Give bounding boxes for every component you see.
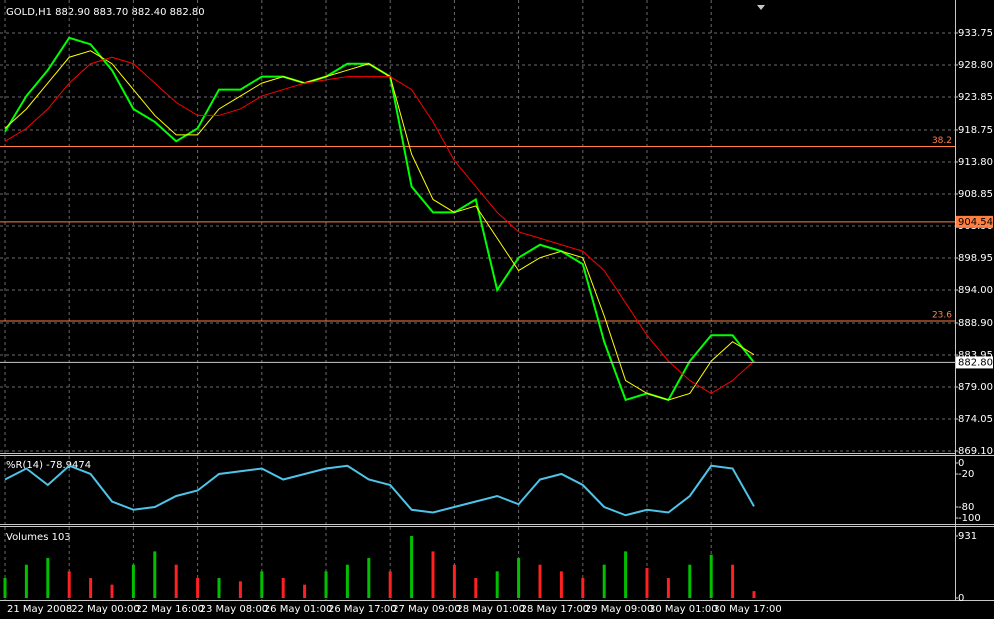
volume-bar (303, 584, 307, 598)
y-tick-label: 931 (958, 531, 977, 542)
series-line (4, 56, 755, 395)
series-line (4, 50, 755, 401)
volume-bar (752, 591, 756, 598)
volume-bar (196, 578, 200, 598)
y-tick-label: 898.95 (958, 253, 993, 264)
y-tick-label: 913.80 (958, 157, 993, 168)
volume-bar (602, 564, 606, 598)
volume-bar (367, 558, 371, 598)
volume-bar (581, 578, 585, 598)
y-tick-label: 923.85 (958, 92, 993, 103)
volume-bar (666, 578, 670, 598)
x-tick-label: 28 May 01:00 (456, 604, 525, 615)
x-tick-label: 27 May 09:00 (392, 604, 461, 615)
volume-bar (46, 558, 50, 598)
volume-bar (431, 551, 435, 598)
indicator-title: %R(14) -78.9474 (6, 460, 91, 471)
chart-title: GOLD,H1 882.90 883.70 882.40 882.80 (6, 7, 205, 18)
x-tick-label: 22 May 16:00 (135, 604, 204, 615)
volume-bar (131, 564, 135, 598)
price-tag-label: 882.80 (958, 357, 993, 368)
volume-bar (474, 578, 478, 598)
volume-bar (217, 578, 221, 598)
price-tag (956, 356, 993, 369)
volume-bar (3, 578, 7, 598)
y-tick-label: 0 (958, 593, 964, 604)
x-tick-label: 28 May 17:00 (521, 604, 590, 615)
volume-bar (709, 554, 713, 598)
volume-bar (89, 578, 93, 598)
volume-bar (24, 564, 28, 598)
volume-bar (388, 571, 392, 598)
volume-bar (238, 581, 242, 598)
y-tick-label: -80 (958, 502, 974, 513)
level-tag-label: 904.54 (958, 217, 993, 228)
volume-bar (452, 564, 456, 598)
y-tick-label: 883.95 (958, 350, 993, 361)
volume-bar (731, 564, 735, 598)
x-tick-label: 30 May 01:00 (649, 604, 718, 615)
volume-bar (410, 536, 414, 598)
volume-bar (517, 558, 521, 598)
x-tick-label: 26 May 17:00 (328, 604, 397, 615)
y-tick-label: 879.00 (958, 382, 993, 393)
y-tick-label: 874.05 (958, 414, 993, 425)
x-tick-label: 30 May 17:00 (713, 604, 782, 615)
x-tick-label: 29 May 09:00 (585, 604, 654, 615)
volume-bar (110, 584, 114, 598)
volume-bar (495, 571, 499, 598)
level-tag (956, 215, 993, 228)
volume-bar (324, 571, 328, 598)
y-tick-label: 888.90 (958, 318, 993, 329)
y-tick-label: 869.10 (958, 446, 993, 457)
y-tick-label: 0 (958, 458, 964, 469)
indicator-title: Volumes 103 (6, 532, 71, 543)
volume-bar (345, 564, 349, 598)
volume-bar (688, 564, 692, 598)
volume-bar (559, 571, 563, 598)
volume-bar (624, 551, 628, 598)
series-line (4, 464, 755, 517)
fibo-label: 38.2 (932, 136, 952, 146)
y-tick-label: 928.80 (958, 60, 993, 71)
y-tick-label: -20 (958, 469, 974, 480)
y-tick-label: 894.00 (958, 285, 993, 296)
y-tick-label: 918.75 (958, 125, 993, 136)
fibo-label: 23.6 (932, 311, 952, 321)
y-tick-label: -100 (958, 513, 981, 524)
y-tick-label: 933.75 (958, 28, 993, 39)
volume-bar (67, 571, 71, 598)
volume-bar (538, 564, 542, 598)
volume-bar (281, 578, 285, 598)
volume-bar (260, 571, 264, 598)
x-tick-label: 21 May 2008 (7, 604, 72, 615)
x-tick-label: 23 May 08:00 (200, 604, 269, 615)
shift-marker (757, 5, 765, 10)
volume-bar (174, 564, 178, 598)
x-tick-label: 22 May 00:00 (71, 604, 140, 615)
x-tick-label: 26 May 01:00 (264, 604, 333, 615)
volume-bar (153, 551, 157, 598)
volume-bar (645, 568, 649, 598)
y-tick-label: 908.85 (958, 189, 993, 200)
